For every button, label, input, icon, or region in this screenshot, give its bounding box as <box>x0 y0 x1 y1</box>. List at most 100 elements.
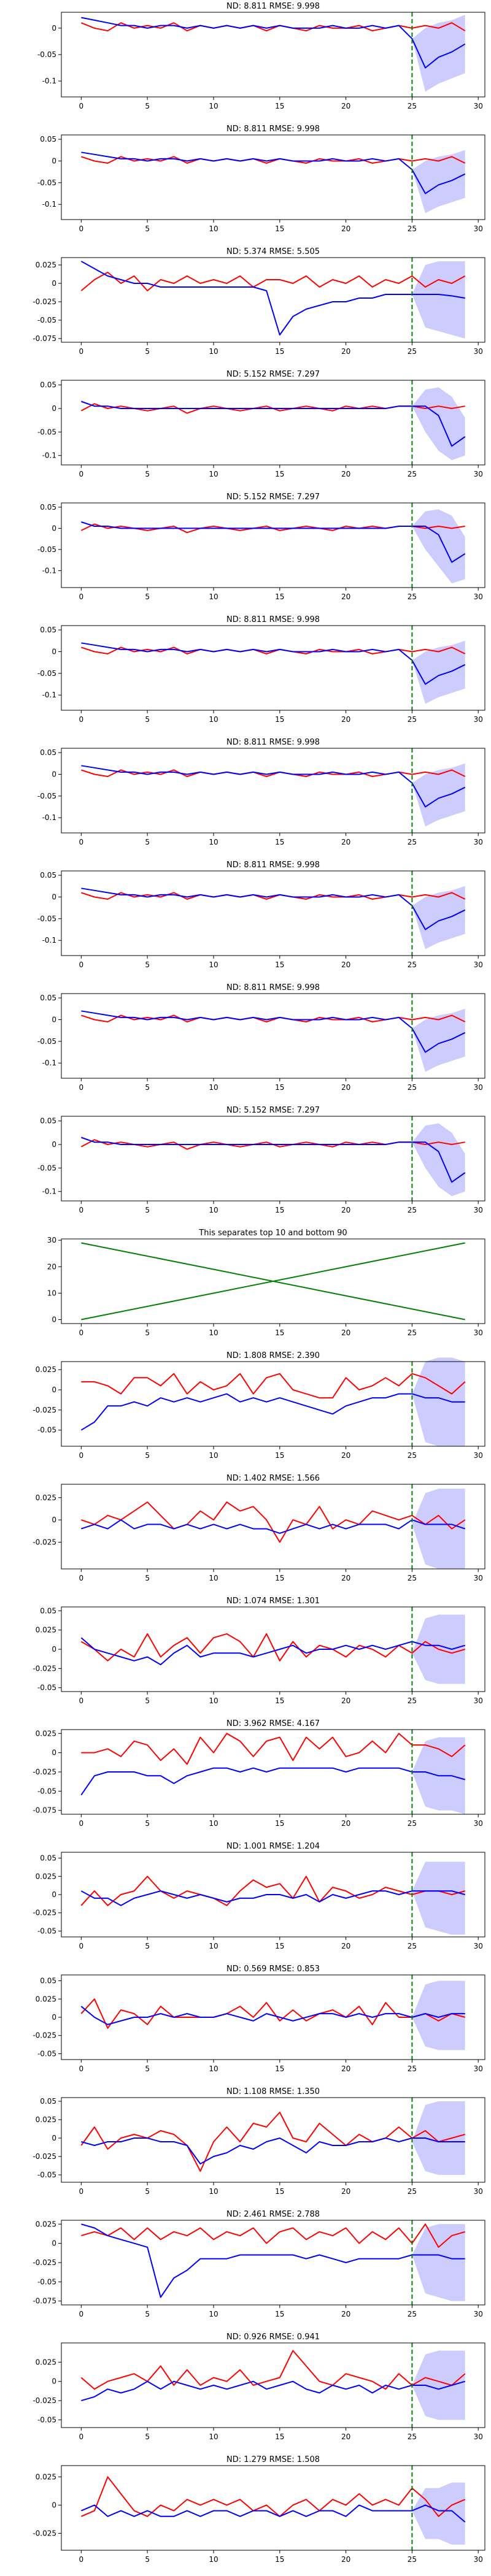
y-tick-label: -0.1 <box>42 77 56 85</box>
x-tick-label: 25 <box>408 592 417 601</box>
y-tick-label: 0 <box>52 1645 56 1654</box>
y-tick-label: -0.05 <box>37 1787 56 1795</box>
target-line <box>80 2350 466 2390</box>
x-tick-label: 30 <box>474 1819 483 1828</box>
forecast-interval-band <box>412 15 465 92</box>
x-tick-label: 0 <box>79 2432 84 2441</box>
x-tick-label: 0 <box>79 2310 84 2318</box>
x-tick-label: 0 <box>79 2064 84 2073</box>
y-tick-label: 0 <box>52 404 56 413</box>
x-tick-label: 30 <box>474 224 483 233</box>
forecast-line <box>80 1637 465 1666</box>
chart-panel-18: ND: 1.108 RMSE: 1.350 0 5 10 15 20 25 30 -0.05 -0… <box>33 2087 485 2196</box>
chart-title: ND: 8.811 RMSE: 9.998 <box>226 2 320 11</box>
y-tick-label: 0.025 <box>36 1872 56 1880</box>
x-tick-label: 5 <box>145 1451 150 1460</box>
target-line <box>80 22 466 32</box>
x-tick-label: 30 <box>474 2432 483 2441</box>
y-tick-label: -0.05 <box>37 178 56 187</box>
x-tick-label: 25 <box>408 1328 417 1337</box>
x-tick-label: 15 <box>275 1206 284 1214</box>
x-tick-label: 15 <box>275 715 284 724</box>
axes-frame <box>61 1116 485 1202</box>
chart-panel-3: ND: 5.374 RMSE: 5.505 0 5 10 15 20 25 30 -0.075 -… <box>33 247 485 356</box>
x-tick-label: 5 <box>145 1328 150 1337</box>
chart-title: ND: 1.808 RMSE: 2.390 <box>226 1351 320 1360</box>
x-tick-label: 20 <box>341 2187 350 2196</box>
x-tick-label: 5 <box>145 592 150 601</box>
x-tick-label: 30 <box>474 1206 483 1214</box>
y-tick-label: 0.025 <box>36 1626 56 1635</box>
forecast-interval-band <box>412 509 465 584</box>
y-tick-label: -0.05 <box>37 2049 56 2058</box>
x-tick-label: 20 <box>341 1819 350 1828</box>
chart-panel-7: ND: 8.811 RMSE: 9.998 0 5 10 15 20 25 30 -0.1 -0.… <box>37 738 485 846</box>
forecast-line <box>80 1137 466 1183</box>
x-tick-label: 5 <box>145 1574 150 1582</box>
x-tick-label: 10 <box>209 715 218 724</box>
x-tick-label: 25 <box>408 1819 417 1828</box>
y-tick-label: 20 <box>47 1262 56 1271</box>
forecast-line <box>80 521 466 563</box>
y-tick-label: 0 <box>52 1140 56 1149</box>
x-tick-label: 25 <box>408 2310 417 2318</box>
y-tick-label: -0.025 <box>33 1768 56 1776</box>
x-tick-label: 0 <box>79 224 84 233</box>
y-tick-label: 0.05 <box>40 748 56 757</box>
x-tick-label: 15 <box>275 224 284 233</box>
y-tick-label: 0.025 <box>36 261 56 269</box>
y-tick-label: 0.05 <box>40 503 56 512</box>
y-tick-label: 0 <box>52 770 56 778</box>
target-line <box>81 2223 465 2248</box>
chart-title: ND: 8.811 RMSE: 9.998 <box>226 861 320 870</box>
x-tick-label: 30 <box>474 2555 483 2564</box>
chart-title: ND: 2.461 RMSE: 2.788 <box>226 2210 320 2219</box>
x-tick-label: 30 <box>474 470 483 478</box>
x-tick-label: 5 <box>145 1942 150 1950</box>
forecast-interval-band <box>412 1489 465 1569</box>
x-tick-label: 10 <box>209 347 218 356</box>
chart-title: ND: 0.926 RMSE: 0.941 <box>226 2333 320 2342</box>
y-tick-label: 0 <box>52 2501 56 2509</box>
y-tick-label: -0.075 <box>33 334 56 343</box>
x-tick-label: 5 <box>145 2432 150 2441</box>
x-tick-label: 10 <box>209 2555 218 2564</box>
chart-title: ND: 8.811 RMSE: 9.998 <box>226 983 320 992</box>
x-tick-label: 20 <box>341 1328 350 1337</box>
y-tick-label: 0.025 <box>36 1729 56 1738</box>
forecast-line <box>81 765 466 808</box>
x-tick-label: 5 <box>145 2187 150 2196</box>
x-tick-label: 10 <box>209 1942 218 1950</box>
y-tick-label: 0.05 <box>40 1854 56 1863</box>
y-tick-label: 0.025 <box>36 2220 56 2228</box>
forecast-line <box>80 1767 465 1796</box>
axes-frame <box>61 380 485 466</box>
x-tick-label: 15 <box>275 2064 284 2073</box>
forecast-line <box>80 1890 465 1906</box>
forecast-interval-band <box>412 2350 465 2420</box>
x-tick-label: 25 <box>408 347 417 356</box>
x-tick-label: 10 <box>209 1696 218 1705</box>
y-tick-label: 10 <box>47 1289 56 1297</box>
x-tick-label: 30 <box>474 1083 483 1092</box>
y-tick-label: 0.05 <box>40 1606 56 1615</box>
target-line <box>80 646 466 654</box>
chart-panel-4: ND: 5.152 RMSE: 7.297 0 5 10 15 20 25 30 -0.1 -0.… <box>37 370 485 478</box>
x-tick-label: 25 <box>408 2555 417 2564</box>
chart-panel-9: ND: 8.811 RMSE: 9.998 0 5 10 15 20 25 30 -0.1 -0.… <box>37 983 485 1092</box>
y-tick-label: -0.025 <box>33 2258 56 2267</box>
forecast-interval-band <box>412 1123 465 1197</box>
forecast-interval-band <box>412 1861 465 1935</box>
forecast-interval-band <box>412 150 465 213</box>
y-tick-label: 0 <box>52 647 56 656</box>
y-tick-label: -0.1 <box>42 936 56 945</box>
x-tick-label: 20 <box>341 2310 350 2318</box>
forecast-line <box>81 151 466 194</box>
x-tick-label: 15 <box>275 1328 284 1337</box>
axes-frame <box>61 257 485 343</box>
target-line <box>80 1633 465 1662</box>
forecast-interval-band <box>412 763 465 827</box>
target-line <box>80 892 466 900</box>
x-tick-label: 5 <box>145 2064 150 2073</box>
x-tick-label: 30 <box>474 1451 483 1460</box>
